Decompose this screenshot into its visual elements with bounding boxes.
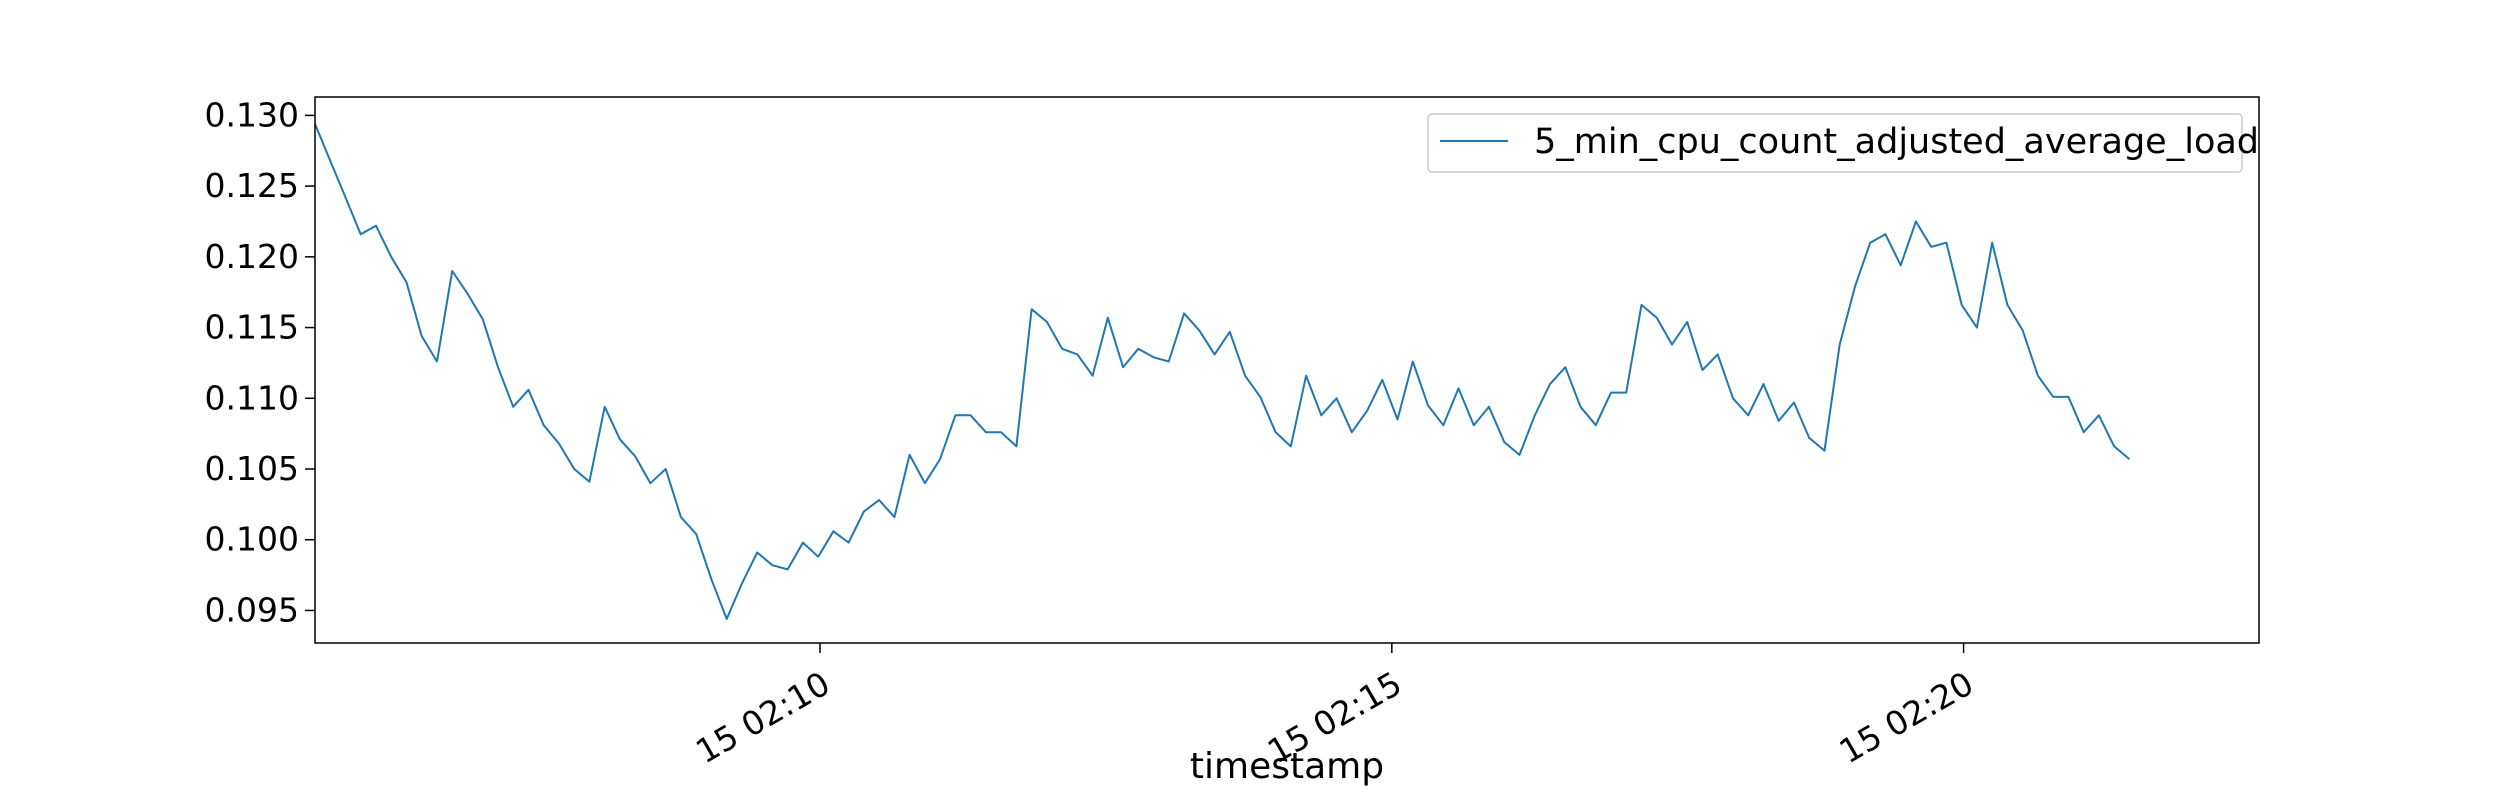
plot-frame xyxy=(314,96,2260,644)
legend-box xyxy=(1427,113,2243,173)
series-line xyxy=(314,123,2131,620)
y-tick-label: 0.105 xyxy=(205,449,299,488)
y-tick-label: 0.095 xyxy=(205,590,299,629)
y-tick-label: 0.110 xyxy=(205,378,299,417)
y-tick-label: 0.125 xyxy=(205,166,299,205)
y-tick-label: 0.115 xyxy=(205,308,299,347)
y-tick-label: 0.100 xyxy=(205,520,299,559)
x-tick-label: 15 02:10 xyxy=(689,664,836,772)
y-axis: 0.095 0.100 0.105 0.110 0.115 0.120 0.125 0.130 xyxy=(205,95,315,629)
x-tick-label: 15 02:20 xyxy=(1833,664,1980,772)
legend-entry-label: 5_min_cpu_count_adjusted_average_load xyxy=(1534,122,2259,162)
y-tick-label: 0.130 xyxy=(205,95,299,134)
legend: 5_min_cpu_count_adjusted_average_load xyxy=(1427,113,2259,173)
y-tick-label: 0.120 xyxy=(205,237,299,276)
series-layer xyxy=(314,123,2131,620)
x-axis-label: timestamp xyxy=(1190,746,1384,787)
